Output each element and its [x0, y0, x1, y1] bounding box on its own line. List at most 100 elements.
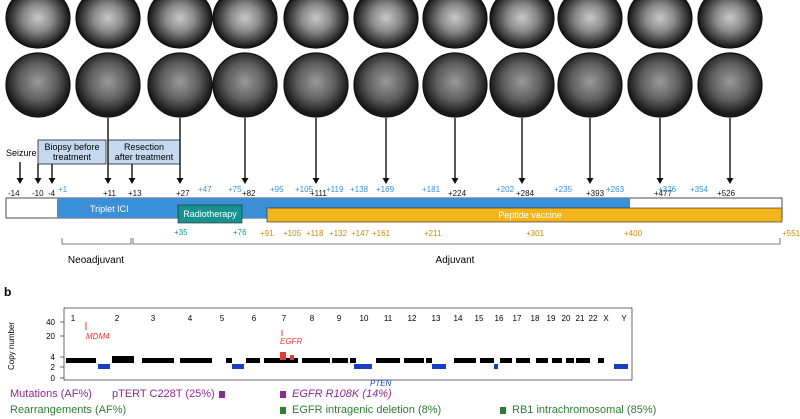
- day-label-blue: +95: [270, 185, 284, 194]
- tert-mutation-text: pTERT C228T (25%): [112, 388, 215, 400]
- mri-scan-flair-3: [212, 52, 278, 118]
- cn-segment-loss: [98, 364, 110, 369]
- arrow-day-m10-head: [34, 178, 42, 184]
- rb1-square: [500, 406, 506, 414]
- chromosome-label: 11: [384, 314, 393, 323]
- day-label-black: +13: [128, 189, 142, 198]
- chromosome-labels: 1 2 3 4 5 6 7 8 9 10 11 12 13 14 15 16 17 18 19 20 21 22 X Y: [71, 314, 628, 323]
- chromosome-label: 13: [432, 314, 441, 323]
- chromosome-label: 5: [220, 314, 225, 323]
- tert-marker-square: [218, 390, 225, 398]
- mri-scan-t2-1: [75, 0, 141, 49]
- mri-scan-t2-10: [697, 0, 763, 49]
- cn-segment-loss: [432, 364, 446, 369]
- cn-segment-gain: [112, 356, 134, 360]
- mri-scan-t2-3: [212, 0, 278, 49]
- day-label-black: +11: [103, 189, 117, 198]
- mri-scan-flair-10: [697, 52, 763, 118]
- cn-segment-neutral: [142, 358, 174, 363]
- chromosome-label: 15: [475, 314, 484, 323]
- arrow-day-13-head: [128, 178, 136, 184]
- cn-segment-neutral: [264, 358, 298, 363]
- cn-segment-neutral: [576, 358, 590, 363]
- day-label-blue: +181: [422, 185, 441, 194]
- cn-segment-neutral: [332, 358, 348, 363]
- chromosome-label: 18: [531, 314, 540, 323]
- tert-mutation: pTERT C228T (25%): [112, 388, 225, 400]
- mri-scan-flair-8: [557, 52, 623, 118]
- timepoint-arrows: [16, 118, 734, 184]
- mri-scan-flair-6: [422, 52, 488, 118]
- egfr-mutation-text: EGFR R108K (14%): [292, 388, 392, 400]
- egfr-label: EGFR: [280, 337, 302, 346]
- peptide-vaccine-bar: [266, 207, 783, 223]
- cn-segment-neutral: [350, 358, 356, 363]
- cn-segment-loss: [494, 364, 498, 369]
- rb1-rearrangement: RB1 intrachromosomal (85%): [500, 404, 656, 416]
- cn-segment-neutral: [302, 358, 330, 363]
- ytick-label: 2: [51, 363, 56, 372]
- day-label-black: +477: [654, 189, 673, 198]
- biopsy-box: [37, 139, 107, 165]
- arrow-scan-6-head: [656, 178, 664, 184]
- chromosome-label: 16: [495, 314, 504, 323]
- chromosome-label: 20: [562, 314, 571, 323]
- rb1-text: RB1 intrachromosomal (85%): [512, 404, 657, 416]
- cn-segment-loss: [232, 364, 244, 369]
- mri-scan-t2-7: [489, 0, 555, 49]
- day-label-black: +27: [176, 189, 190, 198]
- chromosome-label: 6: [252, 314, 257, 323]
- adjuvant-label: Adjuvant: [436, 255, 475, 266]
- egfr-mutation: EGFR R108K (14%): [280, 388, 392, 400]
- chromosome-label: 1: [71, 314, 76, 323]
- mri-scan-t2-9: [627, 0, 693, 49]
- mri-scan-flair-7: [489, 52, 555, 118]
- chromosome-label: 10: [360, 314, 369, 323]
- ytick-label: 20: [46, 332, 55, 341]
- cn-segment-neutral: [552, 358, 562, 363]
- day-label-blue: +169: [376, 185, 395, 194]
- cn-segment-neutral: [180, 358, 212, 363]
- day-label-black: +526: [717, 189, 736, 198]
- biopsy-label-line1: Biopsy before: [44, 142, 99, 152]
- day-label-orange: +551: [782, 229, 800, 238]
- chromosome-label: 14: [454, 314, 463, 323]
- chromosome-label: 4: [188, 314, 193, 323]
- day-label-blue: +105: [295, 185, 314, 194]
- chromosome-label: 22: [589, 314, 598, 323]
- day-label-orange: +161: [372, 229, 391, 238]
- arrow-scan-7-head: [726, 178, 734, 184]
- seizure-label: Seizure: [6, 148, 37, 158]
- day-label-black: -10: [32, 189, 44, 198]
- pten-label: PTEN: [370, 379, 392, 388]
- resection-box: [107, 139, 181, 165]
- ytick-label: 40: [46, 318, 55, 327]
- mri-scan-flair-1: [75, 52, 141, 118]
- arrow-scan-4-head: [518, 178, 526, 184]
- copy-number-ylabel: Copy number: [7, 322, 16, 370]
- mdm4-label: MDM4: [86, 332, 110, 341]
- resection-label-line2: after treatment: [115, 152, 174, 162]
- triplet-ici-bar: [57, 198, 630, 208]
- panel-b-label: b: [4, 285, 11, 299]
- chromosome-label: 17: [513, 314, 522, 323]
- day-label-orange: +132: [329, 229, 348, 238]
- cn-segment-neutral: [516, 358, 530, 363]
- neoadjuvant-bracket: [61, 238, 132, 245]
- cn-segment-neutral: [598, 358, 604, 363]
- chromosome-label: Y: [621, 314, 627, 323]
- chromosome-label: 12: [408, 314, 417, 323]
- cn-segment-loss: [354, 364, 372, 369]
- day-labels: -14 -10 -4 +11 +13 +27 +82 +111 +224 +284 +393 +477…: [8, 185, 800, 238]
- chromosome-label: 19: [547, 314, 556, 323]
- day-label-blue: +235: [554, 185, 573, 194]
- mri-scan-t2-0: [5, 0, 71, 49]
- cn-segment-neutral: [566, 358, 574, 363]
- cn-segment-neutral: [480, 358, 494, 363]
- mri-scan-strip: [5, 0, 763, 118]
- cn-segment-neutral: [426, 358, 432, 363]
- arrow-scan-2-head: [382, 178, 390, 184]
- arrow-scan-5-head: [586, 178, 594, 184]
- triplet-ici-bar-lower: [57, 208, 267, 218]
